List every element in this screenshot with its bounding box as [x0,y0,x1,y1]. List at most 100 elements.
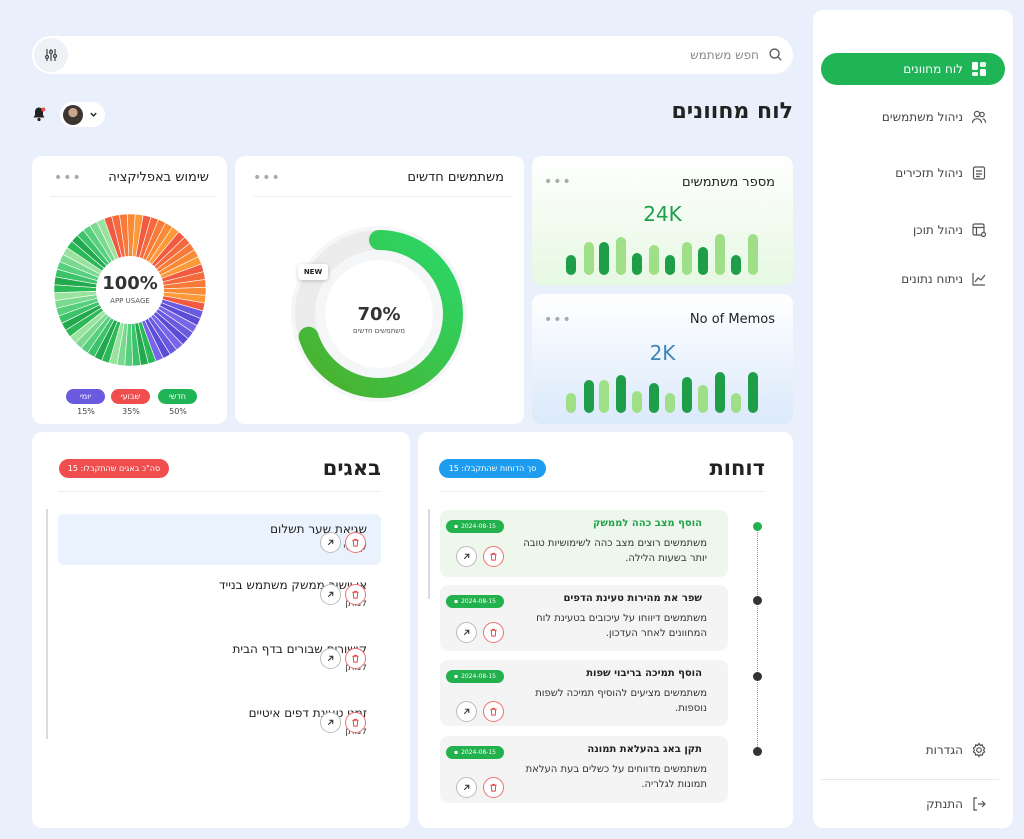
delete-button[interactable] [345,584,366,605]
report-body: משתמשים רוצים מצב כהה לשימושיות טובה יות… [523,538,707,564]
app-usage-pie [53,213,207,367]
delete-button[interactable] [483,546,504,567]
search-icon [769,48,782,61]
report-date: 2024-08-15 [461,749,496,756]
sidebar-item-label: ניהול תזכירים [895,166,963,180]
sidebar-item-label: לוח מחוונים [903,62,963,76]
open-button[interactable] [456,777,477,798]
bar [715,372,725,413]
memos-count-card: No of Memos ••• 2K [532,294,793,424]
sidebar-item-memos[interactable]: ניהול תזכירים [821,157,1005,189]
open-button[interactable] [320,584,341,605]
logout-button[interactable]: התנתק [821,788,1005,820]
card-divider [253,196,512,197]
sidebar-item-label: ניתוח נתונים [901,272,963,286]
arrow-up-right-icon [463,629,470,636]
arrow-up-right-icon [327,655,334,662]
report-title: שפר את מהירות טעינת הדפים [563,593,702,604]
filter-button[interactable] [34,38,68,72]
users-bars [532,233,793,275]
open-button[interactable] [320,712,341,733]
bell-icon[interactable] [31,106,47,122]
trash-icon [352,654,359,663]
bar [682,242,692,275]
new-users-donut [291,226,467,402]
memo-icon [972,166,986,180]
open-button[interactable] [456,622,477,643]
card-title: שימוש באפליקציה [108,170,209,185]
trash-icon [352,590,359,599]
bar [731,393,741,413]
bar [632,391,642,413]
open-button[interactable] [320,532,341,553]
arrow-up-right-icon [463,708,470,715]
delete-button[interactable] [345,648,366,669]
bar [599,380,609,413]
report-item[interactable]: הוסף תמיכה בריבוי שפות משתמשים מציעים לה… [440,660,728,726]
delete-button[interactable] [483,622,504,643]
bar [682,377,692,413]
trash-icon [352,538,359,547]
report-item[interactable]: שפר את מהירות טעינת הדפים משתמשים דיווחו… [440,585,728,651]
app-usage-card: שימוש באפליקציה ••• 100% APP USAGE חדשי … [32,156,227,424]
scrollbar[interactable] [428,509,430,599]
new-users-card: משתמשים חדשים ••• NEW 70% משתמשים חדשים [235,156,524,424]
more-icon[interactable]: ••• [54,170,82,186]
memos-count-value: 2K [649,341,676,365]
bugs-count-badge: סה"כ באגים שהתקבלו: 15 [59,459,169,478]
open-button[interactable] [456,701,477,722]
settings-label: הגדרות [925,743,963,757]
date-badge: ▪ 2024-08-15 [446,746,504,759]
scrollbar[interactable] [46,509,48,739]
sidebar-item-dashboard[interactable]: לוח מחוונים [821,53,1005,85]
bug-item[interactable]: זמני טעינת דפים איטיים למתן [58,698,381,749]
sidebar-item-content[interactable]: ניהול תוכן [821,214,1005,246]
more-icon[interactable]: ••• [253,170,281,186]
chevron-down-icon [90,112,97,117]
sidebar-item-settings[interactable]: הגדרות [821,734,1005,766]
more-icon[interactable]: ••• [544,174,572,190]
bar [632,253,642,275]
report-item[interactable]: תקן באג בהעלאת תמונה משתמשים מדווחים על … [440,736,728,803]
sidebar-item-analytics[interactable]: ניתוח נתונים [821,263,1005,295]
sidebar-divider [821,779,999,780]
report-body: משתמשים מציעים להוסיף תמיכה לשפות נוספות… [535,688,707,714]
report-title: הוסף תמיכה בריבוי שפות [586,668,702,679]
report-date: 2024-08-15 [461,598,496,605]
sidebar-item-users[interactable]: ניהול משתמשים [821,101,1005,133]
card-title: No of Memos [689,312,775,327]
delete-button[interactable] [483,777,504,798]
report-item[interactable]: הוסף מצב כהה לממשק משתמשים רוצים מצב כהה… [440,510,728,577]
dashboard-icon [972,62,986,76]
content-icon [972,223,987,238]
new-tag: NEW [298,264,328,280]
more-icon[interactable]: ••• [544,312,572,328]
bug-item[interactable]: שגיאת שער תשלום קריטי [58,514,381,565]
delete-button[interactable] [345,712,366,733]
report-date: 2024-08-15 [461,673,496,680]
trash-icon [490,552,497,561]
app-usage-caption: APP USAGE [110,297,150,305]
open-button[interactable] [456,546,477,567]
date-badge: ▪ 2024-08-15 [446,670,504,683]
bar [715,234,725,275]
bug-item[interactable]: קישורים שבורים בדף הבית למתן [58,634,381,685]
delete-button[interactable] [483,701,504,722]
bar [649,383,659,413]
calendar-icon: ▪ [454,523,459,530]
delete-button[interactable] [345,532,366,553]
search-input[interactable] [80,45,759,65]
open-button[interactable] [320,648,341,669]
legend-monthly-pct: 50% [169,407,187,416]
bar [748,234,758,275]
bar [584,380,594,413]
arrow-up-right-icon [327,719,334,726]
bug-item[interactable]: אי יישור ממשק משתמש בנייד למתן [58,570,381,621]
profile-menu[interactable] [60,102,105,127]
bug-title: שגיאת שער תשלום [270,522,367,536]
bar [566,255,576,275]
reports-card: דוחות סך הדוחות שהתקבלו: 15 הוסף מצב כהה… [418,432,793,828]
arrow-up-right-icon [463,553,470,560]
legend-weekly-pct: 35% [122,407,140,416]
bar [698,247,708,275]
